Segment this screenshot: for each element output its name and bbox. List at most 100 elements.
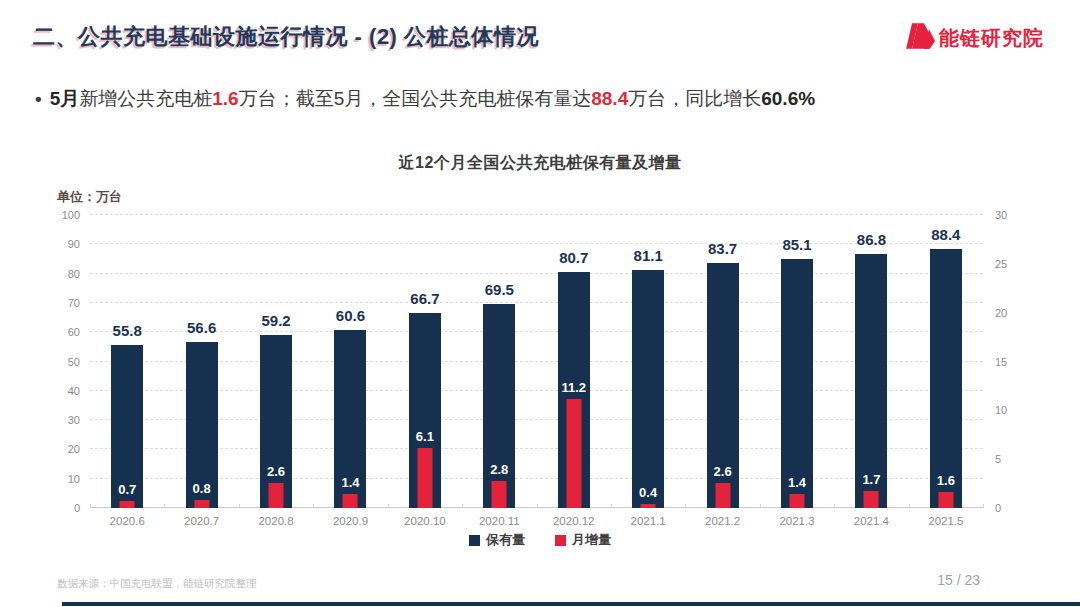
y-axis-right-tick-label: 5 [995,453,1001,465]
bar-increment [790,494,805,508]
chart-title: 近12个月全国公共充电桩保有量及增量 [0,153,1080,174]
bar-increment [864,491,879,508]
bar-group: 69.52.82020.11 [462,215,536,508]
bar-group: 86.81.72021.4 [834,215,908,508]
bar-group: 59.22.62020.8 [239,215,313,508]
y-axis-left-tick-label: 0 [74,502,80,514]
bar-increment-label: 2.6 [267,464,285,479]
bar-group: 88.41.62021.5 [909,215,983,508]
x-axis-label: 2020.12 [553,515,595,527]
bar-increment [566,399,581,508]
bar-increment [938,492,953,508]
bar-group: 60.61.42020.9 [313,215,387,508]
axis-tick [462,504,463,508]
y-axis-right-tick-label: 15 [995,356,1007,368]
bar-group: 66.76.12020.10 [388,215,462,508]
bar-increment-label: 6.1 [416,429,434,444]
y-axis-left-tick-label: 80 [68,268,80,280]
bar-increment [343,494,358,508]
bar-total-label: 56.6 [187,319,216,336]
page-title: 二、公共充电基础设施运行情况 - (2) 公桩总体情况 [33,22,539,52]
y-axis-left-tick-label: 40 [68,385,80,397]
slide: 二、公共充电基础设施运行情况 - (2) 公桩总体情况 能链研究院 • 5月新增公… [0,0,1080,607]
axis-tick [909,504,910,508]
bar-increment-label: 2.8 [490,462,508,477]
bar-total-label: 69.5 [485,281,514,298]
y-axis-left-tick-label: 90 [68,238,80,250]
bar-total [930,249,962,508]
page-number: 15 / 23 [937,572,980,588]
logo-n-icon [901,22,935,54]
bar-group: 56.60.82020.7 [164,215,238,508]
bar-total [855,254,887,508]
x-axis-label: 2021.2 [705,515,740,527]
bar-total-label: 85.1 [782,236,811,253]
axis-tick [834,504,835,508]
bar-increment-label: 2.6 [714,464,732,479]
bar-increment [492,481,507,508]
bar-increment [269,483,284,508]
y-axis-right-tick-label: 10 [995,404,1007,416]
bullet-text-a: 新增公共充电桩 [79,88,212,109]
axis-tick [164,504,165,508]
x-axis-label: 2020.10 [404,515,446,527]
legend-item: 保有量 [469,531,525,549]
unit-label: 单位：万台 [57,188,122,206]
bar-increment-label: 0.8 [193,481,211,496]
x-axis-label: 2020.8 [258,515,293,527]
bar-total-label: 83.7 [708,240,737,257]
bar-group: 81.10.42021.1 [611,215,685,508]
bar-group: 83.72.62021.2 [685,215,759,508]
y-axis-right-tick-label: 25 [995,258,1007,270]
bar-increment-label: 11.2 [561,380,586,395]
x-axis-label: 2021.5 [928,515,963,527]
logo: 能链研究院 [901,22,1044,54]
legend-label: 保有量 [486,531,525,549]
legend-item: 月增量 [555,531,611,549]
axis-tick [239,504,240,508]
bullet-text-c: 万台，同比增长 [628,88,761,109]
axis-tick [90,504,91,508]
bar-group: 85.11.42021.3 [760,215,834,508]
bar-total-label: 59.2 [261,312,290,329]
bar-increment [641,504,656,508]
bullet-value-new: 1.6 [212,88,238,109]
axis-tick [313,504,314,508]
bar-group: 80.711.22020.12 [537,215,611,508]
bar-increment [194,500,209,508]
axis-tick [983,504,984,508]
bar-increment [417,448,432,508]
axis-tick [760,504,761,508]
bar-increment [120,501,135,508]
legend-swatch [555,535,566,546]
bar-total [632,270,664,508]
bar-increment-label: 0.4 [639,485,657,500]
bar-increment-label: 1.4 [341,475,359,490]
bottom-accent-bar [62,602,1080,606]
x-axis-label: 2020.6 [110,515,145,527]
y-axis-right-tick-label: 20 [995,307,1007,319]
bullet-marker: • [35,88,42,109]
x-axis-label: 2021.4 [854,515,889,527]
legend-swatch [469,535,480,546]
y-axis-left-tick-label: 100 [62,209,80,221]
y-axis-left-tick-label: 20 [68,443,80,455]
bar-group: 55.80.72020.6 [90,215,164,508]
x-axis-label: 2021.3 [779,515,814,527]
y-axis-left-tick-label: 30 [68,414,80,426]
logo-text: 能链研究院 [939,25,1044,52]
axis-tick [685,504,686,508]
x-axis-label: 2020.9 [333,515,368,527]
legend-label: 月增量 [572,531,611,549]
bar-total-label: 88.4 [931,226,960,243]
y-axis-right-tick-label: 30 [995,209,1007,221]
bullet-month: 5月 [50,88,80,109]
legend: 保有量 月增量 [0,531,1080,549]
bar-total [781,259,813,508]
bullet-growth: 60.6% [761,88,815,109]
bar-increment [715,483,730,508]
axis-tick [611,504,612,508]
axis-tick [537,504,538,508]
x-axis-label: 2021.1 [631,515,666,527]
y-axis-left-tick-label: 50 [68,356,80,368]
